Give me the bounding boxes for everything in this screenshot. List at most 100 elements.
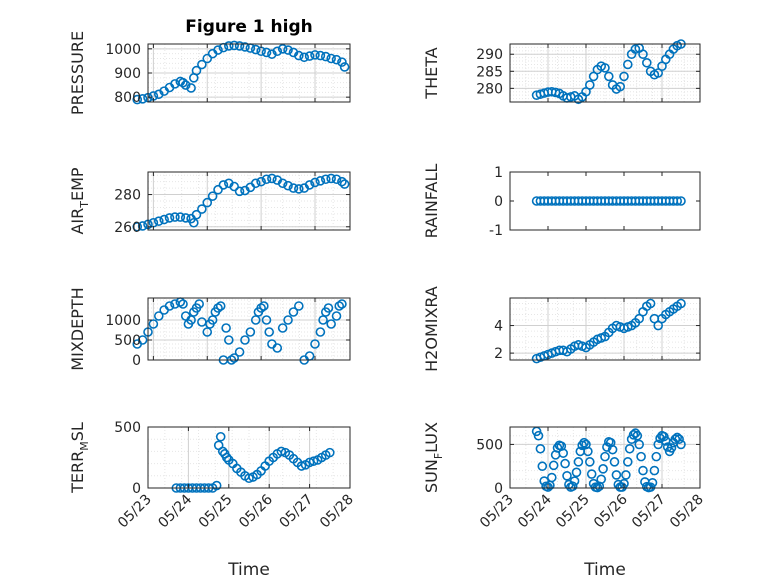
data-point	[622, 457, 633, 467]
grid-lines	[510, 298, 700, 360]
data-point	[543, 482, 553, 492]
data-point	[202, 197, 213, 208]
data-point	[296, 461, 307, 471]
data-point	[315, 327, 326, 337]
axis-ylabel: AIRTEMP	[68, 167, 91, 234]
data-point	[607, 444, 618, 455]
data-point	[178, 77, 188, 88]
data-point	[272, 343, 283, 353]
data-point	[308, 456, 319, 466]
data-point	[670, 434, 681, 445]
data-point	[264, 327, 275, 337]
data-point	[339, 62, 350, 72]
data-point	[213, 303, 223, 313]
data-point	[315, 50, 326, 61]
data-point	[569, 476, 580, 486]
data-point	[197, 59, 207, 70]
data-point	[676, 439, 686, 450]
data-point	[229, 40, 239, 51]
data-point	[326, 173, 336, 184]
data-point	[548, 460, 559, 471]
data-point	[256, 176, 266, 187]
y-tick-label: 1000	[105, 313, 141, 329]
data-point	[641, 57, 652, 68]
chart-panel-pressure: 800 900 1000 PRESSURE Figure 1 high	[68, 17, 351, 115]
data-point	[304, 180, 315, 190]
series-pressure	[132, 40, 350, 105]
axis-ylabel: RAINFALL	[422, 164, 441, 239]
data-point	[659, 431, 669, 442]
data-point	[334, 301, 345, 311]
data-point	[229, 181, 239, 192]
y-tick-label: 0	[132, 353, 141, 369]
data-point	[256, 303, 266, 313]
data-point	[180, 80, 191, 90]
data-point	[207, 191, 218, 201]
data-point	[234, 186, 245, 197]
data-point	[164, 213, 175, 223]
data-point	[250, 315, 261, 325]
y-tick-label: 1000	[105, 42, 141, 58]
data-point	[191, 209, 202, 220]
data-point	[562, 470, 572, 481]
data-point	[137, 335, 148, 345]
data-point	[632, 430, 643, 441]
data-point	[159, 214, 169, 225]
data-point	[267, 173, 277, 184]
data-point	[609, 457, 620, 467]
y-tick-label: 500	[476, 437, 503, 453]
y-tick-label: 290	[476, 47, 503, 63]
data-point	[207, 315, 218, 325]
data-point	[294, 301, 304, 311]
data-point	[535, 443, 546, 454]
data-point	[153, 311, 164, 321]
data-point	[229, 353, 239, 363]
data-point	[310, 50, 320, 60]
data-point	[234, 41, 245, 51]
axes-box	[509, 297, 701, 361]
data-point	[180, 213, 191, 223]
data-point	[186, 83, 196, 93]
data-point	[621, 470, 631, 480]
y-tick-label: 1	[494, 165, 503, 181]
y-tick-label: 0	[494, 194, 503, 210]
data-point	[577, 440, 588, 451]
data-point	[672, 196, 683, 206]
data-point	[188, 217, 199, 228]
y-tick-label: 900	[114, 66, 141, 82]
data-point	[132, 221, 143, 232]
data-point	[558, 448, 569, 458]
data-point	[628, 430, 639, 440]
data-point	[611, 470, 622, 480]
series-airtemp	[132, 173, 350, 232]
axes-box	[147, 297, 351, 361]
data-point	[567, 481, 578, 492]
data-point	[164, 301, 175, 311]
data-point	[202, 53, 213, 64]
y-tick-label: 285	[476, 64, 503, 80]
data-point	[310, 177, 320, 188]
data-point	[261, 47, 272, 58]
data-point	[148, 319, 159, 329]
data-point	[619, 71, 629, 82]
data-point	[624, 443, 635, 454]
y-tick-label: 800	[114, 90, 141, 106]
data-point	[288, 183, 299, 193]
data-point	[337, 176, 347, 187]
data-point	[579, 437, 589, 448]
axis-ylabel: H2OMIXRA	[422, 286, 441, 372]
chart-panel-mixdepth: 0 500 1000 MIXDEPTH	[68, 287, 351, 371]
y-tick-label: 0	[132, 481, 141, 497]
data-point	[636, 451, 646, 462]
data-point	[596, 474, 607, 485]
data-point	[304, 51, 315, 61]
data-point	[244, 473, 254, 484]
series-h2omixra	[531, 298, 686, 364]
data-point	[651, 451, 662, 462]
data-point	[324, 447, 335, 458]
data-point	[245, 327, 256, 337]
y-tick-label: 280	[114, 188, 141, 204]
data-point	[294, 184, 304, 194]
data-point	[194, 299, 204, 309]
data-point	[331, 54, 342, 65]
